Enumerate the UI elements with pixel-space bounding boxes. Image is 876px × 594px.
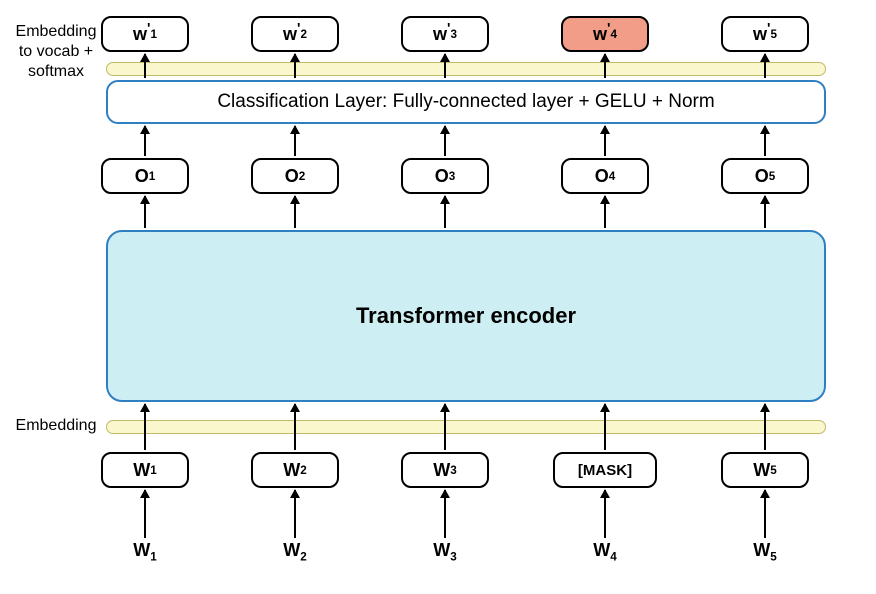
side-label-embedding: Embedding	[8, 416, 104, 436]
arrow	[764, 490, 766, 538]
input-token: W2	[251, 452, 339, 488]
arrow	[144, 490, 146, 538]
encoder-output: O5	[721, 158, 809, 194]
raw-input: W1	[115, 540, 175, 564]
arrow	[444, 54, 446, 78]
softmax-bar	[106, 62, 826, 76]
arrow	[144, 196, 146, 228]
input-token: W3	[401, 452, 489, 488]
encoder-output: O4	[561, 158, 649, 194]
arrow	[444, 490, 446, 538]
arrow	[604, 126, 606, 156]
arrow	[444, 404, 446, 450]
output-token: w'5	[721, 16, 809, 52]
raw-input: W4	[575, 540, 635, 564]
embedding-bar	[106, 420, 826, 434]
raw-input: W2	[265, 540, 325, 564]
arrow	[294, 404, 296, 450]
encoder-output: O3	[401, 158, 489, 194]
arrow	[144, 126, 146, 156]
arrow	[294, 196, 296, 228]
arrow	[444, 196, 446, 228]
arrow	[604, 404, 606, 450]
arrow	[604, 196, 606, 228]
encoder-output: O2	[251, 158, 339, 194]
input-token: W1	[101, 452, 189, 488]
arrow	[144, 54, 146, 78]
arrow	[764, 126, 766, 156]
classification-layer: Classification Layer: Fully-connected la…	[106, 80, 826, 124]
arrow	[294, 490, 296, 538]
raw-input: W3	[415, 540, 475, 564]
arrow	[604, 54, 606, 78]
arrow	[604, 490, 606, 538]
output-token: w'4	[561, 16, 649, 52]
arrow	[144, 404, 146, 450]
output-token: w'1	[101, 16, 189, 52]
arrow	[764, 54, 766, 78]
input-token: W5	[721, 452, 809, 488]
arrow	[764, 196, 766, 228]
output-token: w'3	[401, 16, 489, 52]
transformer-encoder: Transformer encoder	[106, 230, 826, 402]
arrow	[294, 126, 296, 156]
diagram-stage: Classification Layer: Fully-connected la…	[0, 0, 876, 594]
side-label-softmax: Embeddingto vocab +softmax	[8, 22, 104, 82]
arrow	[444, 126, 446, 156]
raw-input: W5	[735, 540, 795, 564]
output-token: w'2	[251, 16, 339, 52]
encoder-output: O1	[101, 158, 189, 194]
arrow	[764, 404, 766, 450]
arrow	[294, 54, 296, 78]
input-token-mask: [MASK]	[553, 452, 657, 488]
